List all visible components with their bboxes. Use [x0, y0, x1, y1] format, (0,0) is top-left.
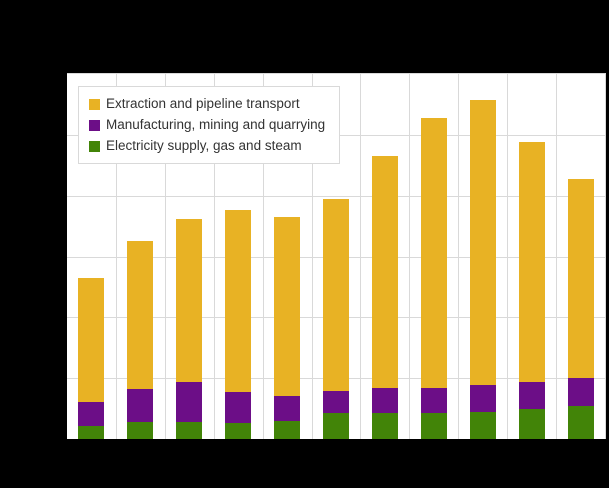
- bar-slot: [360, 74, 409, 439]
- bar-9: [469, 74, 496, 439]
- bar-segment-extraction: [176, 219, 203, 382]
- bar-segment-electricity: [469, 411, 496, 439]
- legend-label: Manufacturing, mining and quarrying: [106, 117, 326, 132]
- bar-segment-extraction: [371, 156, 398, 388]
- bar-segment-extraction: [567, 179, 594, 379]
- bar-slot: [67, 74, 116, 439]
- legend-item-extraction: Extraction and pipeline transport: [89, 94, 325, 114]
- bar-segment-electricity: [127, 421, 154, 439]
- vertical-gridline: [115, 74, 117, 439]
- bar-5: [274, 74, 301, 439]
- bar-segment-manufacturing: [322, 390, 349, 414]
- bar-segment-extraction: [469, 99, 496, 385]
- bar-segment-electricity: [420, 413, 447, 439]
- legend-label: Electricity supply, gas and steam: [106, 138, 302, 153]
- bar-slot: [409, 74, 458, 439]
- bar-slot: [312, 74, 361, 439]
- bar-8: [420, 74, 447, 439]
- bar-segment-electricity: [78, 426, 105, 439]
- bar-segment-manufacturing: [469, 384, 496, 412]
- legend-swatch-electricity: [89, 140, 100, 152]
- horizontal-gridline: [67, 195, 605, 197]
- bar-10: [518, 74, 545, 439]
- bar-slot: [458, 74, 507, 439]
- bar-slot: [165, 74, 214, 439]
- vertical-gridline: [164, 74, 166, 439]
- bar-segment-electricity: [322, 413, 349, 439]
- bar-segment-manufacturing: [127, 389, 154, 422]
- legend-item-electricity: Electricity supply, gas and steam: [89, 136, 325, 156]
- vertical-gridline: [213, 74, 215, 439]
- legend-label: Extraction and pipeline transport: [106, 96, 300, 111]
- bar-7: [371, 74, 398, 439]
- bars-layer: [67, 74, 605, 439]
- bar-segment-manufacturing: [274, 395, 301, 421]
- bar-segment-extraction: [420, 118, 447, 388]
- bar-slot: [507, 74, 556, 439]
- bar-6: [322, 74, 349, 439]
- legend-item-manufacturing: Manufacturing, mining and quarrying: [89, 115, 325, 135]
- bar-segment-manufacturing: [371, 387, 398, 414]
- legend: Extraction and pipeline transport Manufac…: [78, 86, 341, 164]
- bar-segment-extraction: [518, 141, 545, 383]
- vertical-gridline: [556, 74, 558, 439]
- bar-segment-electricity: [176, 421, 203, 439]
- vertical-gridline: [311, 74, 313, 439]
- bar-segment-manufacturing: [518, 382, 545, 410]
- bar-segment-extraction: [322, 198, 349, 391]
- vertical-gridline: [262, 74, 264, 439]
- bar-segment-extraction: [78, 277, 105, 402]
- bar-segment-electricity: [371, 413, 398, 439]
- bar-segment-electricity: [225, 422, 252, 439]
- bar-segment-manufacturing: [78, 401, 105, 427]
- bar-slot: [116, 74, 165, 439]
- bar-segment-manufacturing: [420, 387, 447, 414]
- bar-segment-electricity: [567, 405, 594, 439]
- bar-segment-electricity: [518, 409, 545, 439]
- vertical-gridline: [360, 74, 362, 439]
- bar-segment-manufacturing: [225, 391, 252, 423]
- vertical-gridline: [458, 74, 460, 439]
- bar-segment-electricity: [274, 420, 301, 439]
- bar-segment-extraction: [225, 210, 252, 392]
- bar-segment-extraction: [274, 216, 301, 396]
- bar-1: [78, 74, 105, 439]
- bar-11: [567, 74, 594, 439]
- plot-area: Extraction and pipeline transport Manufac…: [67, 73, 606, 439]
- bar-2: [127, 74, 154, 439]
- bar-segment-manufacturing: [567, 378, 594, 406]
- bar-slot: [263, 74, 312, 439]
- bar-segment-extraction: [127, 240, 154, 390]
- vertical-gridline: [507, 74, 509, 439]
- legend-swatch-extraction: [89, 98, 100, 110]
- legend-swatch-manufacturing: [89, 119, 100, 131]
- bar-4: [225, 74, 252, 439]
- bar-slot: [556, 74, 605, 439]
- bar-slot: [214, 74, 263, 439]
- vertical-gridline: [409, 74, 411, 439]
- bar-segment-manufacturing: [176, 381, 203, 422]
- bar-3: [176, 74, 203, 439]
